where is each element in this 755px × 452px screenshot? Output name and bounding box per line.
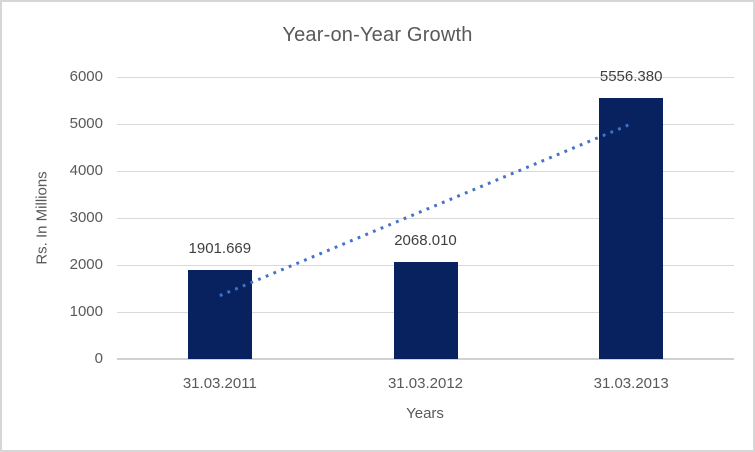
x-axis-title: Years [406,405,444,422]
x-axis-line [117,358,734,360]
y-tick-label: 5000 [69,115,103,132]
x-category-label: 31.03.2011 [182,375,257,392]
x-category-label: 31.03.2012 [387,375,464,392]
y-tick-label: 1000 [69,303,103,320]
y-tick-label: 2000 [69,256,103,273]
y-tick-label: 0 [94,350,103,367]
chart-title: Year-on-Year Growth [282,24,473,46]
gridline [117,77,734,78]
x-category-label: 31.03.2013 [593,375,669,392]
bar-data-label: 2068.010 [394,231,457,249]
bar-data-label: 1901.669 [188,239,252,257]
bar-data-label: 5556.380 [599,67,663,85]
bar [393,261,458,359]
y-tick-label: 3000 [69,209,103,226]
bar [599,97,664,359]
y-tick-label: 4000 [69,162,103,179]
y-tick-label: 6000 [69,68,103,85]
bar [187,269,252,359]
